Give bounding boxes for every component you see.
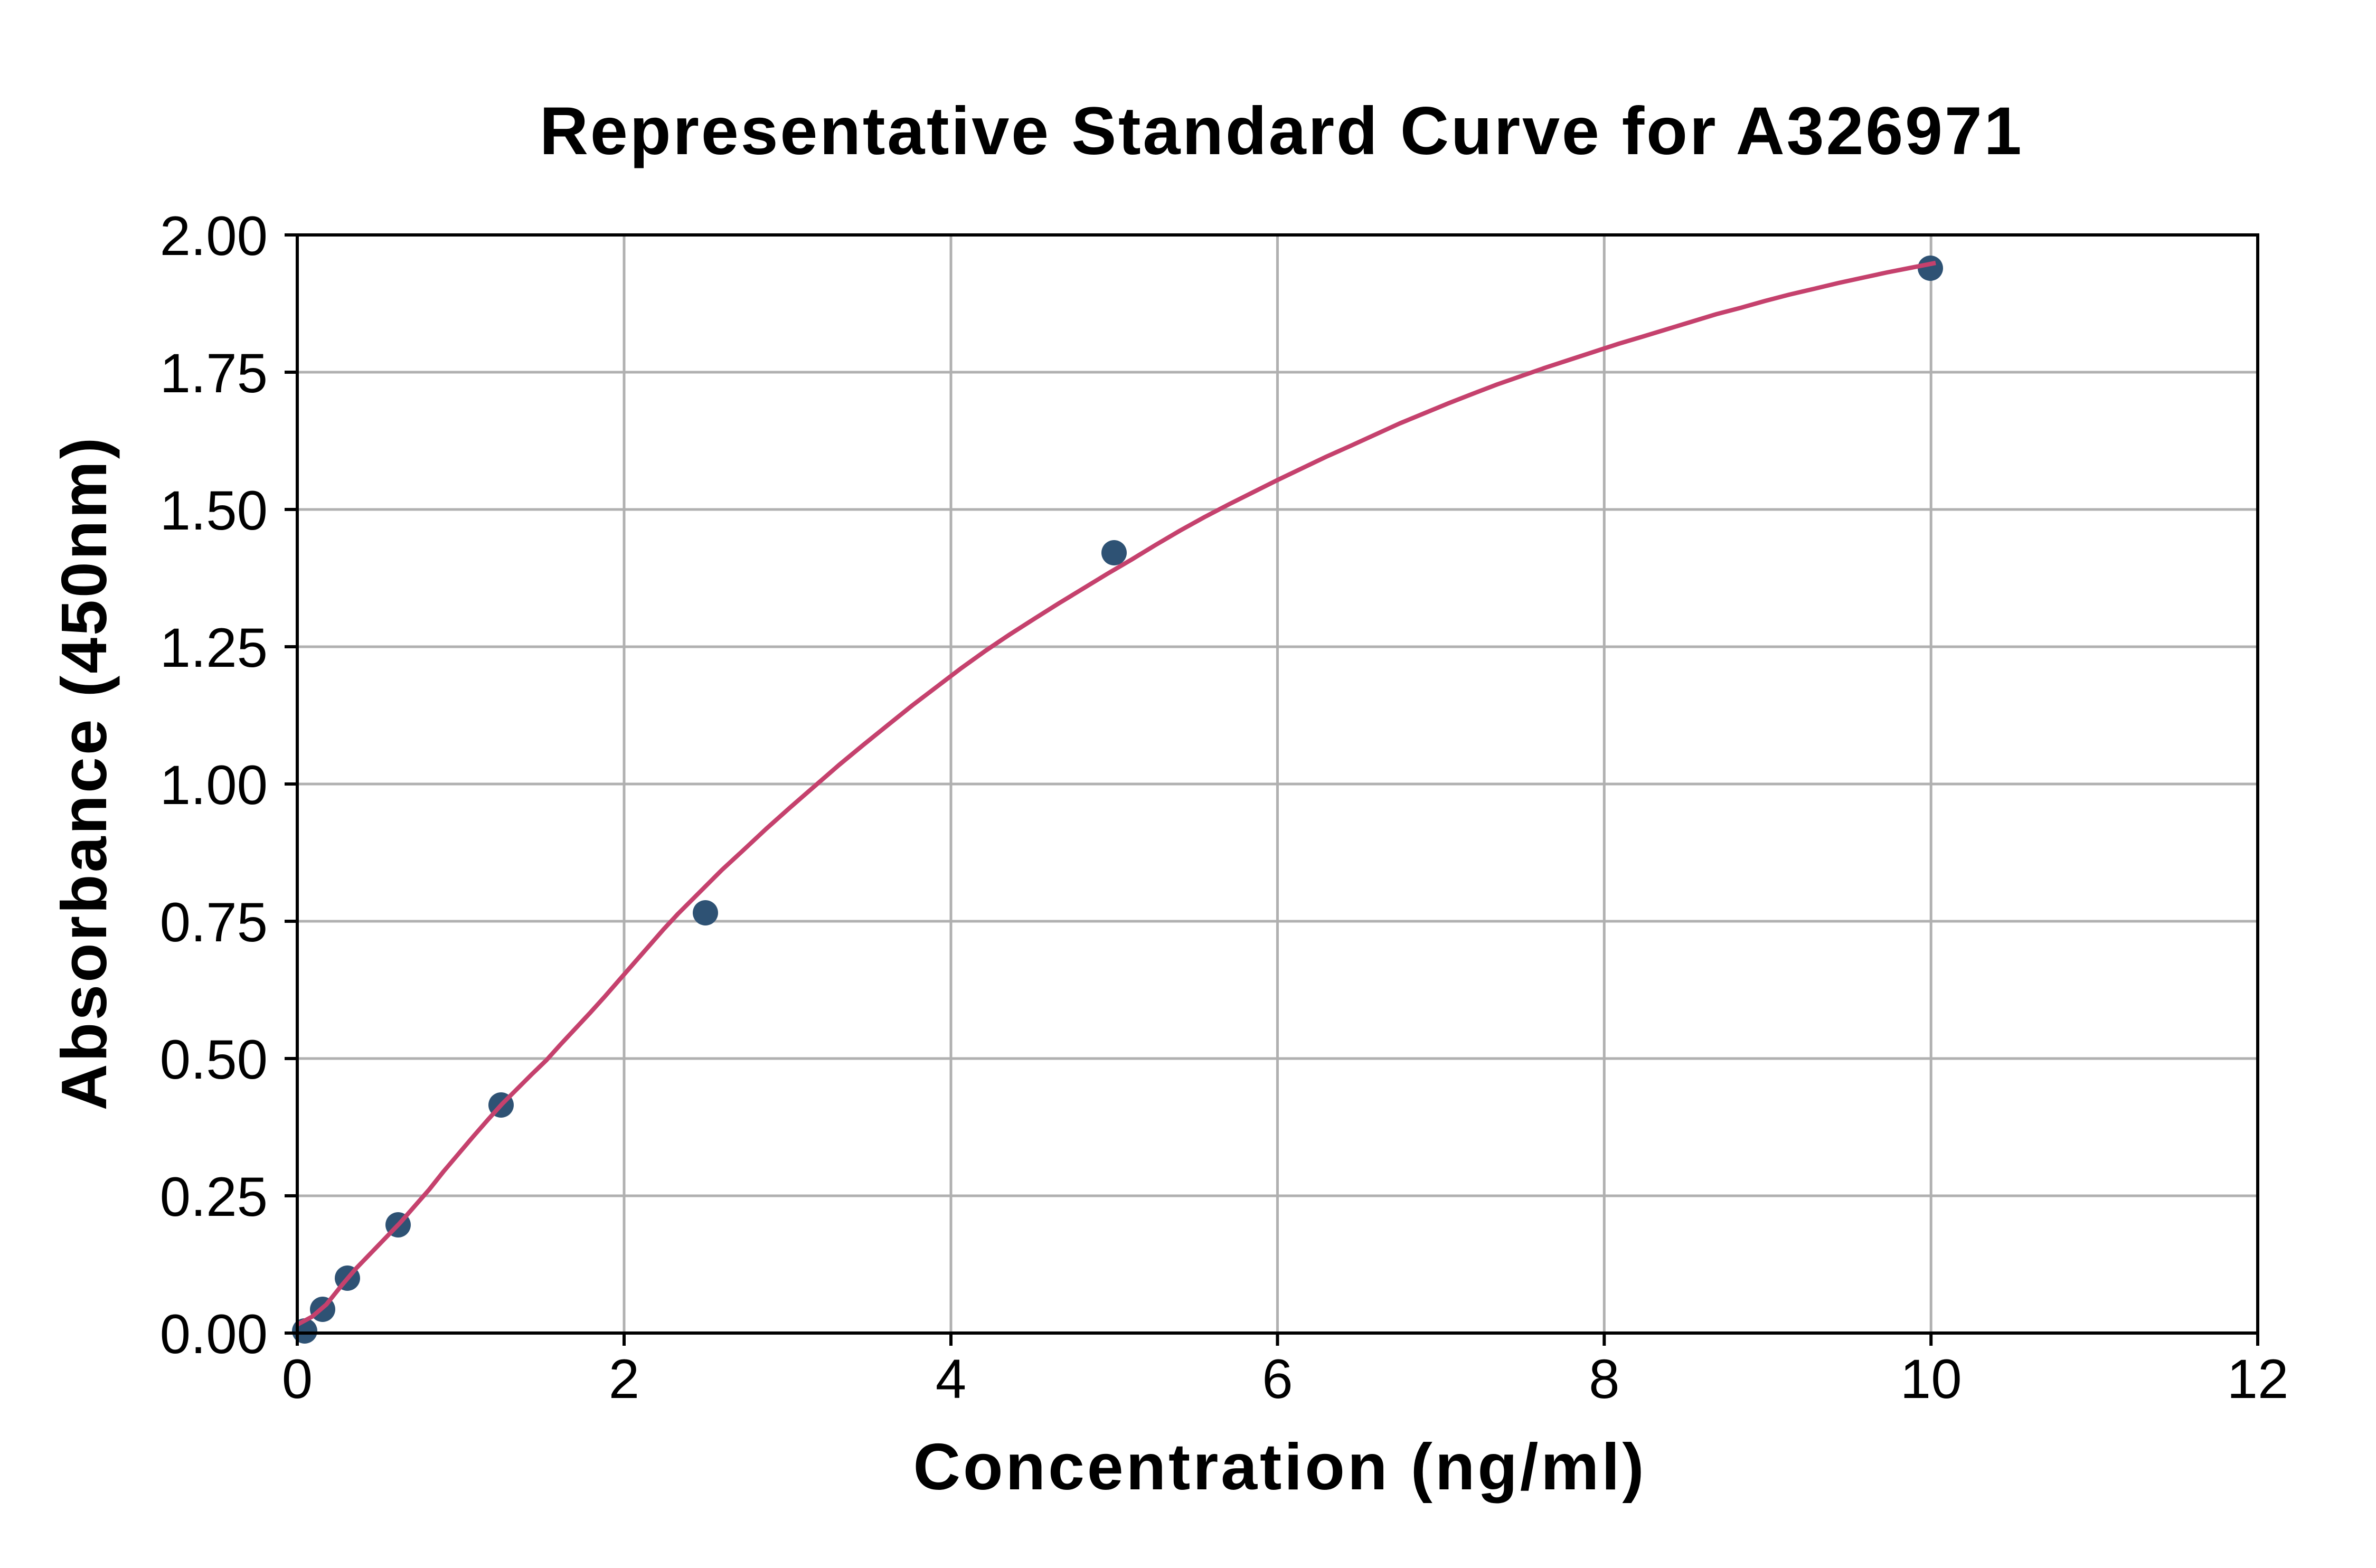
- svg-text:0.75: 0.75: [160, 892, 268, 953]
- svg-text:1.00: 1.00: [160, 754, 268, 816]
- svg-text:10: 10: [1900, 1348, 1962, 1410]
- svg-text:0.50: 0.50: [160, 1029, 268, 1091]
- svg-text:1.25: 1.25: [160, 617, 268, 679]
- svg-text:1.75: 1.75: [160, 343, 268, 404]
- svg-text:0.25: 0.25: [160, 1166, 268, 1228]
- svg-text:8: 8: [1589, 1348, 1619, 1410]
- svg-text:2: 2: [609, 1348, 639, 1410]
- svg-text:0.00: 0.00: [160, 1303, 268, 1365]
- svg-text:4: 4: [936, 1348, 966, 1410]
- svg-text:Absorbance (450nm): Absorbance (450nm): [48, 436, 120, 1111]
- svg-text:1.50: 1.50: [160, 480, 268, 542]
- svg-text:2.00: 2.00: [160, 205, 268, 267]
- svg-text:6: 6: [1262, 1348, 1293, 1410]
- svg-text:Representative Standard Curve: Representative Standard Curve for A32697…: [540, 93, 2024, 169]
- svg-text:Concentration (ng/ml): Concentration (ng/ml): [913, 1431, 1647, 1504]
- svg-text:0: 0: [282, 1348, 313, 1410]
- svg-text:12: 12: [2227, 1348, 2289, 1410]
